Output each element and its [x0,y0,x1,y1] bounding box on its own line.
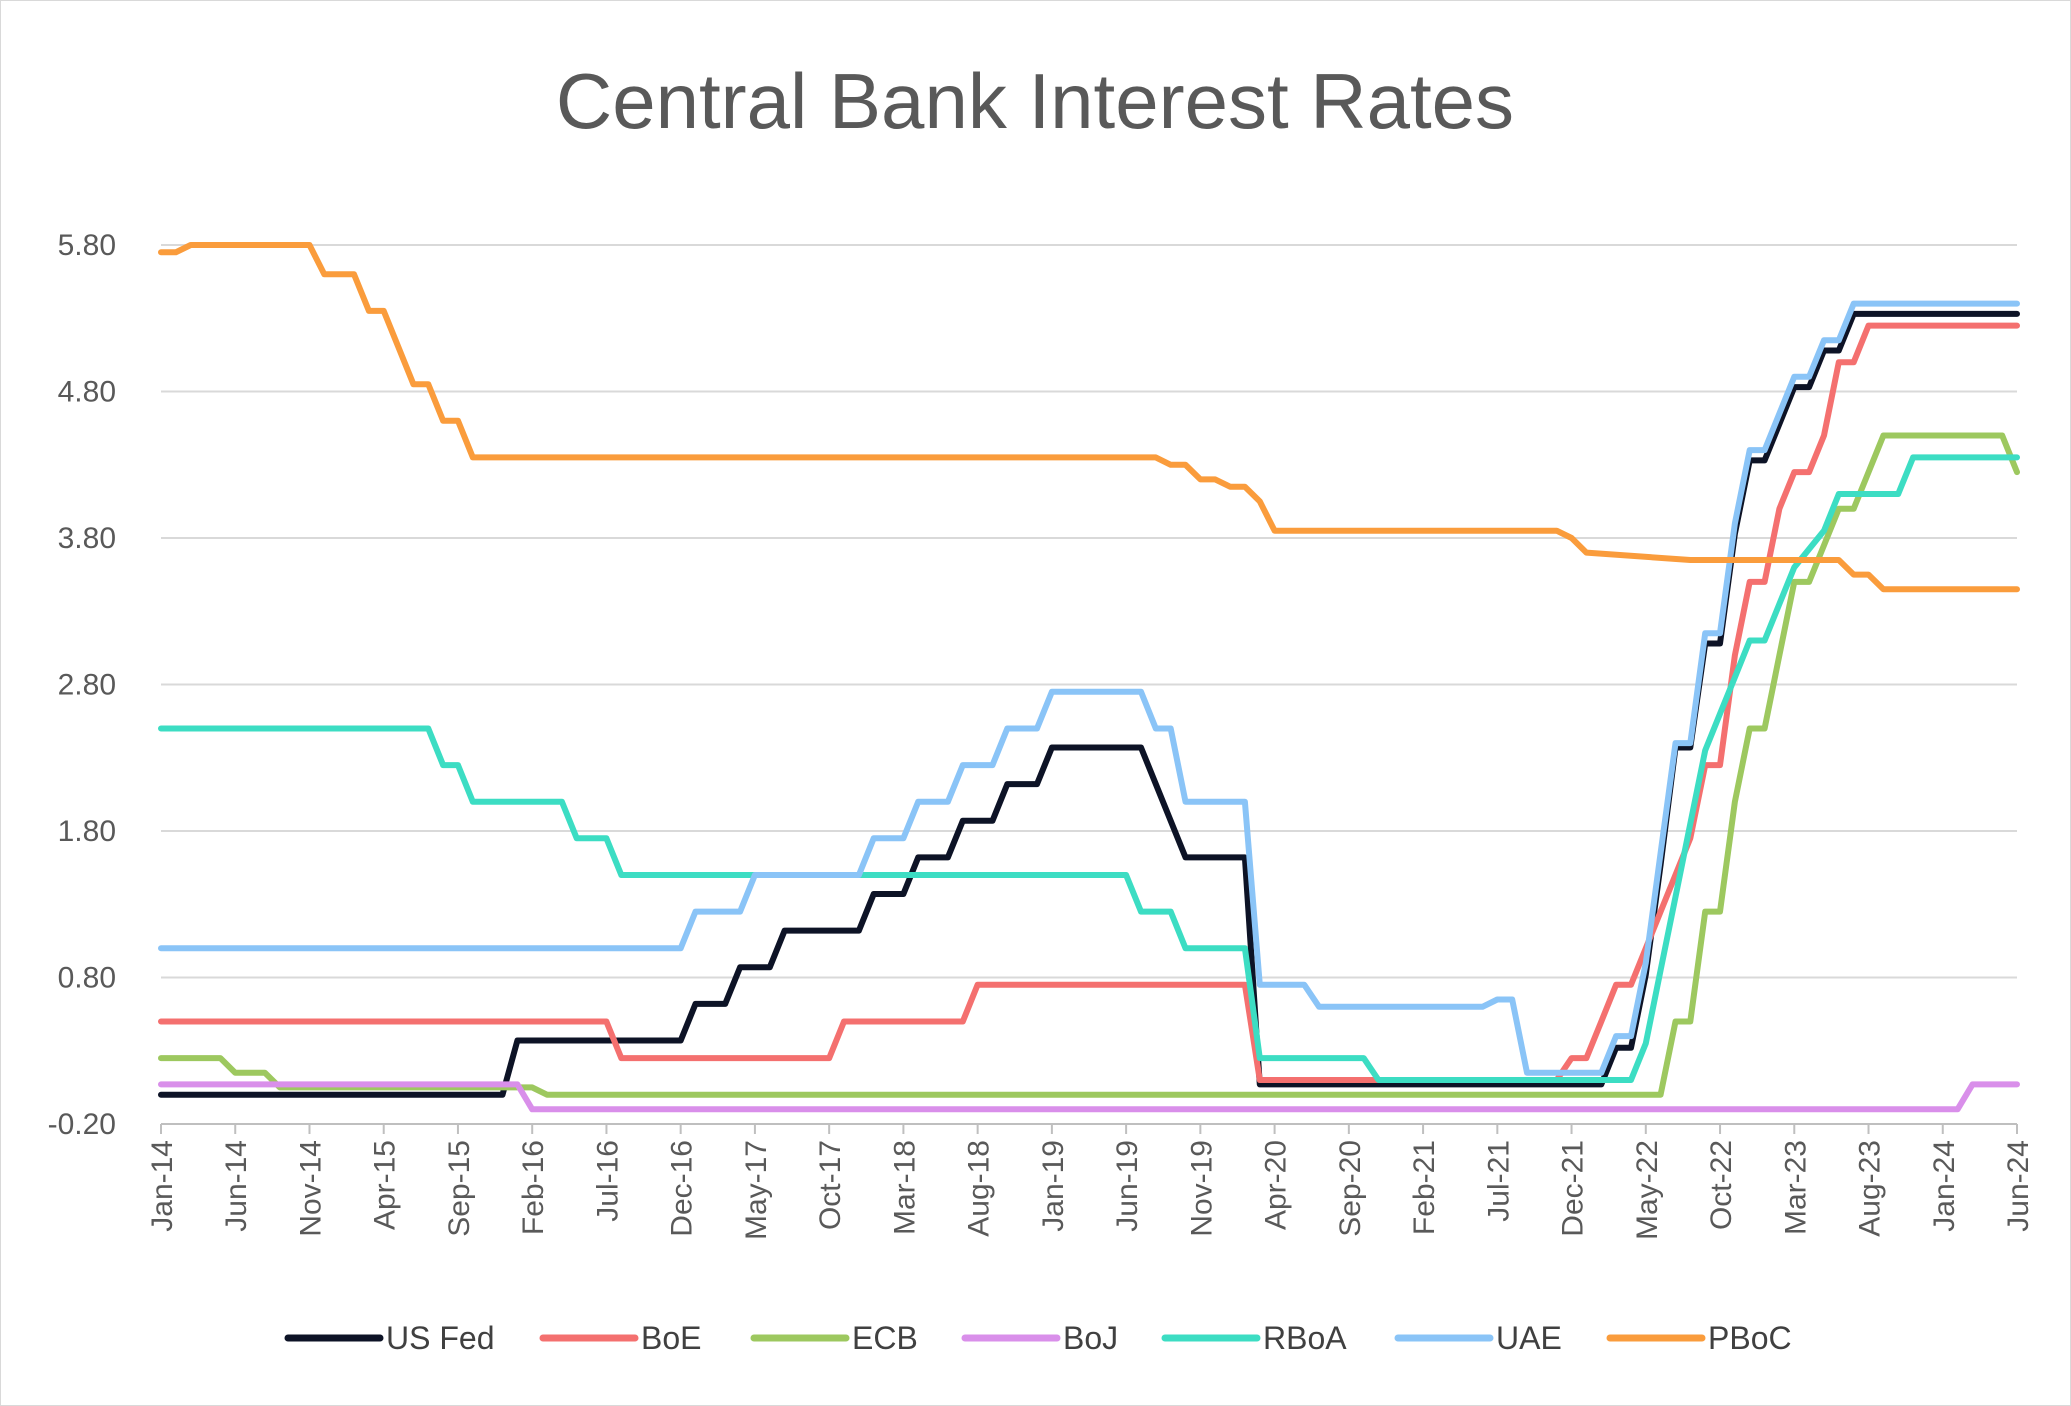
legend-label: UAE [1496,1320,1562,1356]
legend-label: PBoC [1708,1320,1792,1356]
y-tick-label: 1.80 [58,815,116,848]
legend-label: RBoA [1263,1320,1347,1356]
x-tick-label: Jul-21 [1482,1140,1515,1222]
series-line-uae [158,300,2020,1076]
x-tick-label: Jul-16 [591,1140,624,1222]
x-tick-label: Sep-20 [1334,1140,1367,1237]
x-tick-label: Aug-23 [1854,1140,1887,1237]
y-tick-label: 0.80 [58,962,116,995]
x-tick-label: Feb-21 [1408,1140,1441,1235]
series-line-us-fed [158,310,2020,1098]
series-line-ecb [158,432,2020,1098]
x-tick-label: Oct-22 [1705,1140,1738,1230]
y-tick-label: 4.80 [58,376,116,409]
x-axis-tick-labels: Jan-14 Jun-14 Nov-14 Apr-15 Sep-15 Feb-16 Jul-… [146,1140,2035,1240]
x-tick-label: Apr-20 [1260,1140,1293,1230]
x-tick-label: Nov-19 [1185,1140,1218,1237]
x-tick-label: Oct-17 [814,1140,847,1230]
x-tick-label: Mar-18 [888,1140,921,1235]
y-axis-tick-labels: 5.80 4.80 3.80 2.80 1.80 0.80 -0.20 [48,229,116,1141]
x-tick-label: May-17 [740,1140,773,1240]
x-tick-label: Jun-19 [1111,1140,1144,1232]
x-tick-label: Apr-15 [369,1140,402,1230]
x-tick-label: Aug-18 [963,1140,996,1237]
series-line-boe [158,322,2020,1083]
series-line-rboa [158,454,2020,1083]
y-tick-label: 5.80 [58,229,116,262]
x-tick-label: May-22 [1631,1140,1664,1240]
y-tick-label: -0.20 [48,1108,116,1141]
x-tick-label: Jan-19 [1037,1140,1070,1232]
x-tick-label: Dec-21 [1557,1140,1590,1237]
x-tick-label: Feb-16 [517,1140,550,1235]
series-lines [158,242,2020,1113]
x-tick-label: Sep-15 [443,1140,476,1237]
legend-label: US Fed [386,1320,494,1356]
legend-label: BoE [641,1320,701,1356]
x-tick-label: Jan-14 [146,1140,179,1232]
chart-title: Central Bank Interest Rates [556,57,1514,145]
x-tick-label: Jun-24 [2002,1140,2035,1232]
legend: US Fed BoE ECB BoJ RBoA UAE PBoC [284,1320,1792,1356]
x-tick-label: Mar-23 [1779,1140,1812,1235]
series-line-pboc [158,242,2020,593]
y-tick-label: 2.80 [58,669,116,702]
legend-label: ECB [852,1320,918,1356]
legend-label: BoJ [1063,1320,1118,1356]
gridlines [160,244,2018,1134]
x-tick-label: Nov-14 [294,1140,327,1237]
x-tick-label: Jun-14 [220,1140,253,1232]
series-line-boj [158,1081,2020,1113]
y-tick-label: 3.80 [58,522,116,555]
x-tick-label: Jan-24 [1928,1140,1961,1232]
x-tick-label: Dec-16 [666,1140,699,1237]
